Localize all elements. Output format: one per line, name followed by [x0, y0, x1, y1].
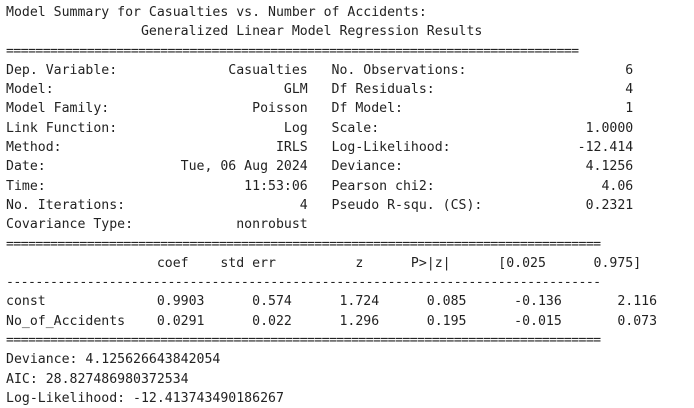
summary-title: Model Summary for Casualties vs. Number …	[6, 5, 427, 20]
separator-mid: ========================================…	[6, 236, 601, 252]
separator-dash: ----------------------------------------…	[6, 275, 601, 291]
info-row-date: Date: Tue, 06 Aug 2024 Deviance: 4.1256	[6, 159, 634, 175]
coef-row-const: const 0.9903 0.574 1.724 0.085 -0.136 2.…	[6, 294, 658, 310]
info-row-link-function: Link Function: Log Scale: 1.0000	[6, 120, 634, 136]
info-row-covariance: Covariance Type: nonrobust	[6, 217, 308, 233]
aic-line: AIC: 28.827486980372534	[6, 371, 189, 387]
info-row-dep-variable: Dep. Variable: Casualties No. Observatio…	[6, 62, 634, 78]
info-row-method: Method: IRLS Log-Likelihood: -12.414	[6, 140, 634, 156]
coef-row-accidents: No_of_Accidents 0.0291 0.022 1.296 0.195…	[6, 313, 658, 329]
info-row-model-family: Model Family: Poisson Df Model: 1	[6, 101, 634, 117]
log-likelihood-line: Log-Likelihood: -12.413743490186267	[6, 390, 284, 406]
info-row-time: Time: 11:53:06 Pearson chi2: 4.06	[6, 178, 634, 194]
separator-top: ========================================…	[6, 43, 579, 59]
results-subtitle: Generalized Linear Model Regression Resu…	[6, 24, 483, 40]
deviance-line: Deviance: 4.125626643842054	[6, 352, 221, 368]
coef-table-header: coef std err z P>|z| [0.025 0.975]	[6, 255, 642, 271]
regression-output: Model Summary for Casualties vs. Number …	[6, 3, 657, 408]
info-row-model: Model: GLM Df Residuals: 4	[6, 82, 634, 98]
info-row-iterations: No. Iterations: 4 Pseudo R-squ. (CS): 0.…	[6, 197, 634, 213]
separator-bottom: ========================================…	[6, 333, 601, 349]
